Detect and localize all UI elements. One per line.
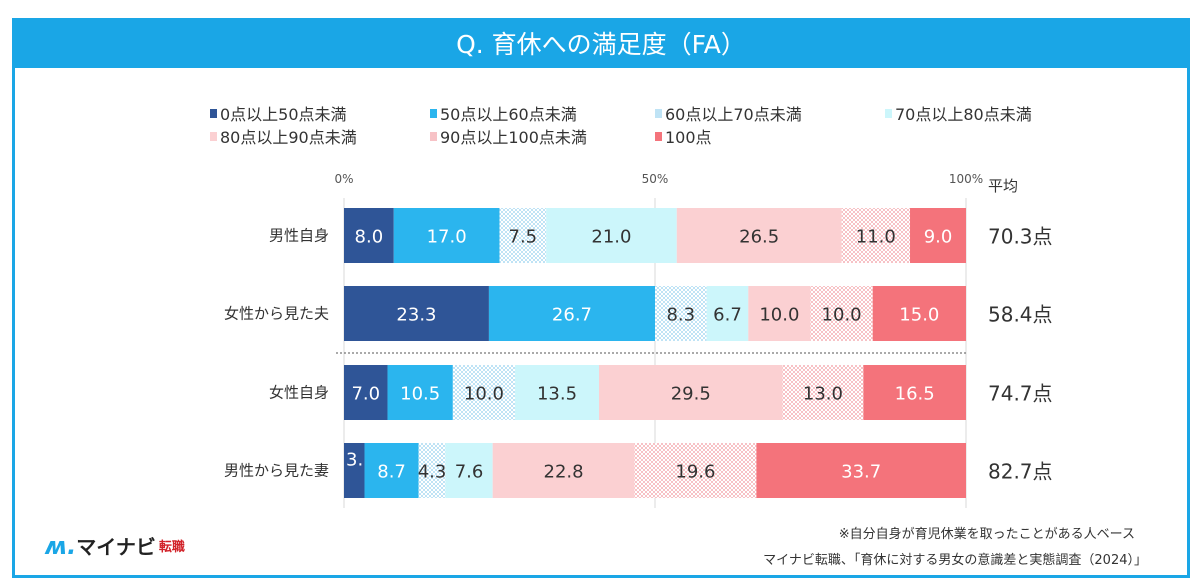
x-tick-label: 0% bbox=[334, 172, 353, 186]
logo-text: マイナビ bbox=[76, 535, 156, 559]
x-tick-label: 50% bbox=[642, 172, 669, 186]
legend-swatch bbox=[885, 108, 892, 118]
average-value: 74.7点 bbox=[988, 382, 1053, 406]
bar-segment bbox=[344, 286, 489, 341]
data-label: 13.0 bbox=[803, 384, 843, 405]
data-label: 33.7 bbox=[841, 462, 881, 483]
logo: ʍ. マイナビ 転職 bbox=[45, 531, 185, 560]
data-label: 8.0 bbox=[355, 227, 384, 248]
data-label: 15.0 bbox=[899, 305, 939, 326]
legend-swatch bbox=[210, 108, 217, 118]
legend-label: 100点 bbox=[665, 128, 712, 147]
data-label: 9.0 bbox=[924, 227, 953, 248]
logo-sub: 転職 bbox=[158, 540, 185, 555]
data-label: 7.6 bbox=[455, 462, 484, 483]
average-value: 82.7点 bbox=[988, 460, 1053, 484]
bar-segment bbox=[756, 443, 966, 498]
data-label: 4.3 bbox=[418, 462, 447, 483]
legend-item: 0点以上50点未満 bbox=[210, 101, 347, 125]
bar-segment bbox=[344, 443, 365, 498]
legend-swatch bbox=[430, 108, 437, 118]
data-label: 16.5 bbox=[895, 384, 935, 405]
legend-swatch bbox=[430, 131, 437, 141]
bar-segment bbox=[492, 443, 635, 498]
data-label: 19.6 bbox=[675, 462, 715, 483]
legend-label: 50点以上60点未満 bbox=[440, 105, 577, 124]
data-label: 7.0 bbox=[351, 384, 380, 405]
base-note: ※自分自身が育児休業を取ったことがある人ベース bbox=[838, 527, 1135, 542]
chart-frame: Q. 育休への満足度（FA） 0% 50% 100% 平均男性自身 8.0 17.0 7.5… bbox=[12, 18, 1190, 578]
bar-segment bbox=[810, 286, 873, 341]
data-label: 22.8 bbox=[544, 462, 584, 483]
data-label: 10.0 bbox=[759, 305, 799, 326]
data-label: 8.3 bbox=[666, 305, 695, 326]
average-value: 58.4点 bbox=[988, 303, 1053, 327]
bar-segment bbox=[499, 208, 547, 263]
bar-segment bbox=[418, 443, 446, 498]
bar-segment bbox=[863, 365, 966, 420]
average-value: 70.3点 bbox=[988, 225, 1053, 249]
bar-segment bbox=[748, 286, 811, 341]
bar-segment bbox=[872, 286, 966, 341]
data-label: 13.5 bbox=[537, 384, 577, 405]
legend-swatch bbox=[210, 131, 217, 141]
category-label: 男性自身 bbox=[269, 227, 329, 245]
bar-segment bbox=[676, 208, 842, 263]
legend-item: 90点以上100点未満 bbox=[430, 124, 587, 148]
data-label: 17.0 bbox=[427, 227, 467, 248]
chart-title: Q. 育休への満足度（FA） bbox=[15, 21, 1187, 68]
bar-segment bbox=[344, 208, 394, 263]
legend-item: 100点 bbox=[655, 124, 712, 148]
legend-item: 60点以上70点未満 bbox=[655, 101, 802, 125]
data-label: 8.7 bbox=[377, 462, 406, 483]
data-label: 23.3 bbox=[396, 305, 436, 326]
data-label: 11.0 bbox=[856, 227, 896, 248]
bar-segment bbox=[655, 286, 707, 341]
bar-segment bbox=[599, 365, 783, 420]
legend-label: 70点以上80点未満 bbox=[895, 105, 1032, 124]
bar-segment bbox=[515, 365, 600, 420]
data-label: 26.7 bbox=[552, 305, 592, 326]
bar-segment bbox=[841, 208, 911, 263]
source-note: マイナビ転職、「育休に対する男女の意識差と実態調査（2024）」 bbox=[763, 553, 1147, 568]
bar-segment bbox=[445, 443, 493, 498]
data-label: 21.0 bbox=[591, 227, 631, 248]
x-tick-label: 100% bbox=[949, 172, 983, 186]
legend-swatch bbox=[655, 131, 662, 141]
bar-segment bbox=[364, 443, 419, 498]
average-header: 平均 bbox=[988, 177, 1018, 195]
bar-segment bbox=[706, 286, 749, 341]
legend-item: 70点以上80点未満 bbox=[885, 101, 1032, 125]
bar-segment bbox=[910, 208, 966, 263]
bar-segment bbox=[488, 286, 655, 341]
bar-segment bbox=[782, 365, 864, 420]
legend-label: 90点以上100点未満 bbox=[440, 128, 587, 147]
data-label: 7.5 bbox=[509, 227, 538, 248]
legend-swatch bbox=[655, 108, 662, 118]
category-label: 男性から見た妻 bbox=[224, 462, 329, 480]
category-label: 女性自身 bbox=[269, 384, 329, 402]
legend-label: 80点以上90点未満 bbox=[220, 128, 357, 147]
logo-mark-icon: ʍ. bbox=[45, 531, 77, 560]
data-label: 10.0 bbox=[822, 305, 862, 326]
legend-label: 0点以上50点未満 bbox=[220, 105, 347, 124]
data-label: 10.5 bbox=[400, 384, 440, 405]
category-label: 女性から見た夫 bbox=[224, 305, 329, 323]
data-label: 6.7 bbox=[713, 305, 742, 326]
data-label: 29.5 bbox=[671, 384, 711, 405]
data-label: 10.0 bbox=[464, 384, 504, 405]
data-label: 26.5 bbox=[739, 227, 779, 248]
bar-segment bbox=[546, 208, 677, 263]
bar-segment bbox=[634, 443, 757, 498]
bar-segment bbox=[452, 365, 516, 420]
bar-segment bbox=[393, 208, 500, 263]
legend-item: 80点以上90点未満 bbox=[210, 124, 357, 148]
legend-label: 60点以上70点未満 bbox=[665, 105, 802, 124]
bar-segment bbox=[344, 365, 388, 420]
legend-item: 50点以上60点未満 bbox=[430, 101, 577, 125]
bar-segment bbox=[387, 365, 453, 420]
